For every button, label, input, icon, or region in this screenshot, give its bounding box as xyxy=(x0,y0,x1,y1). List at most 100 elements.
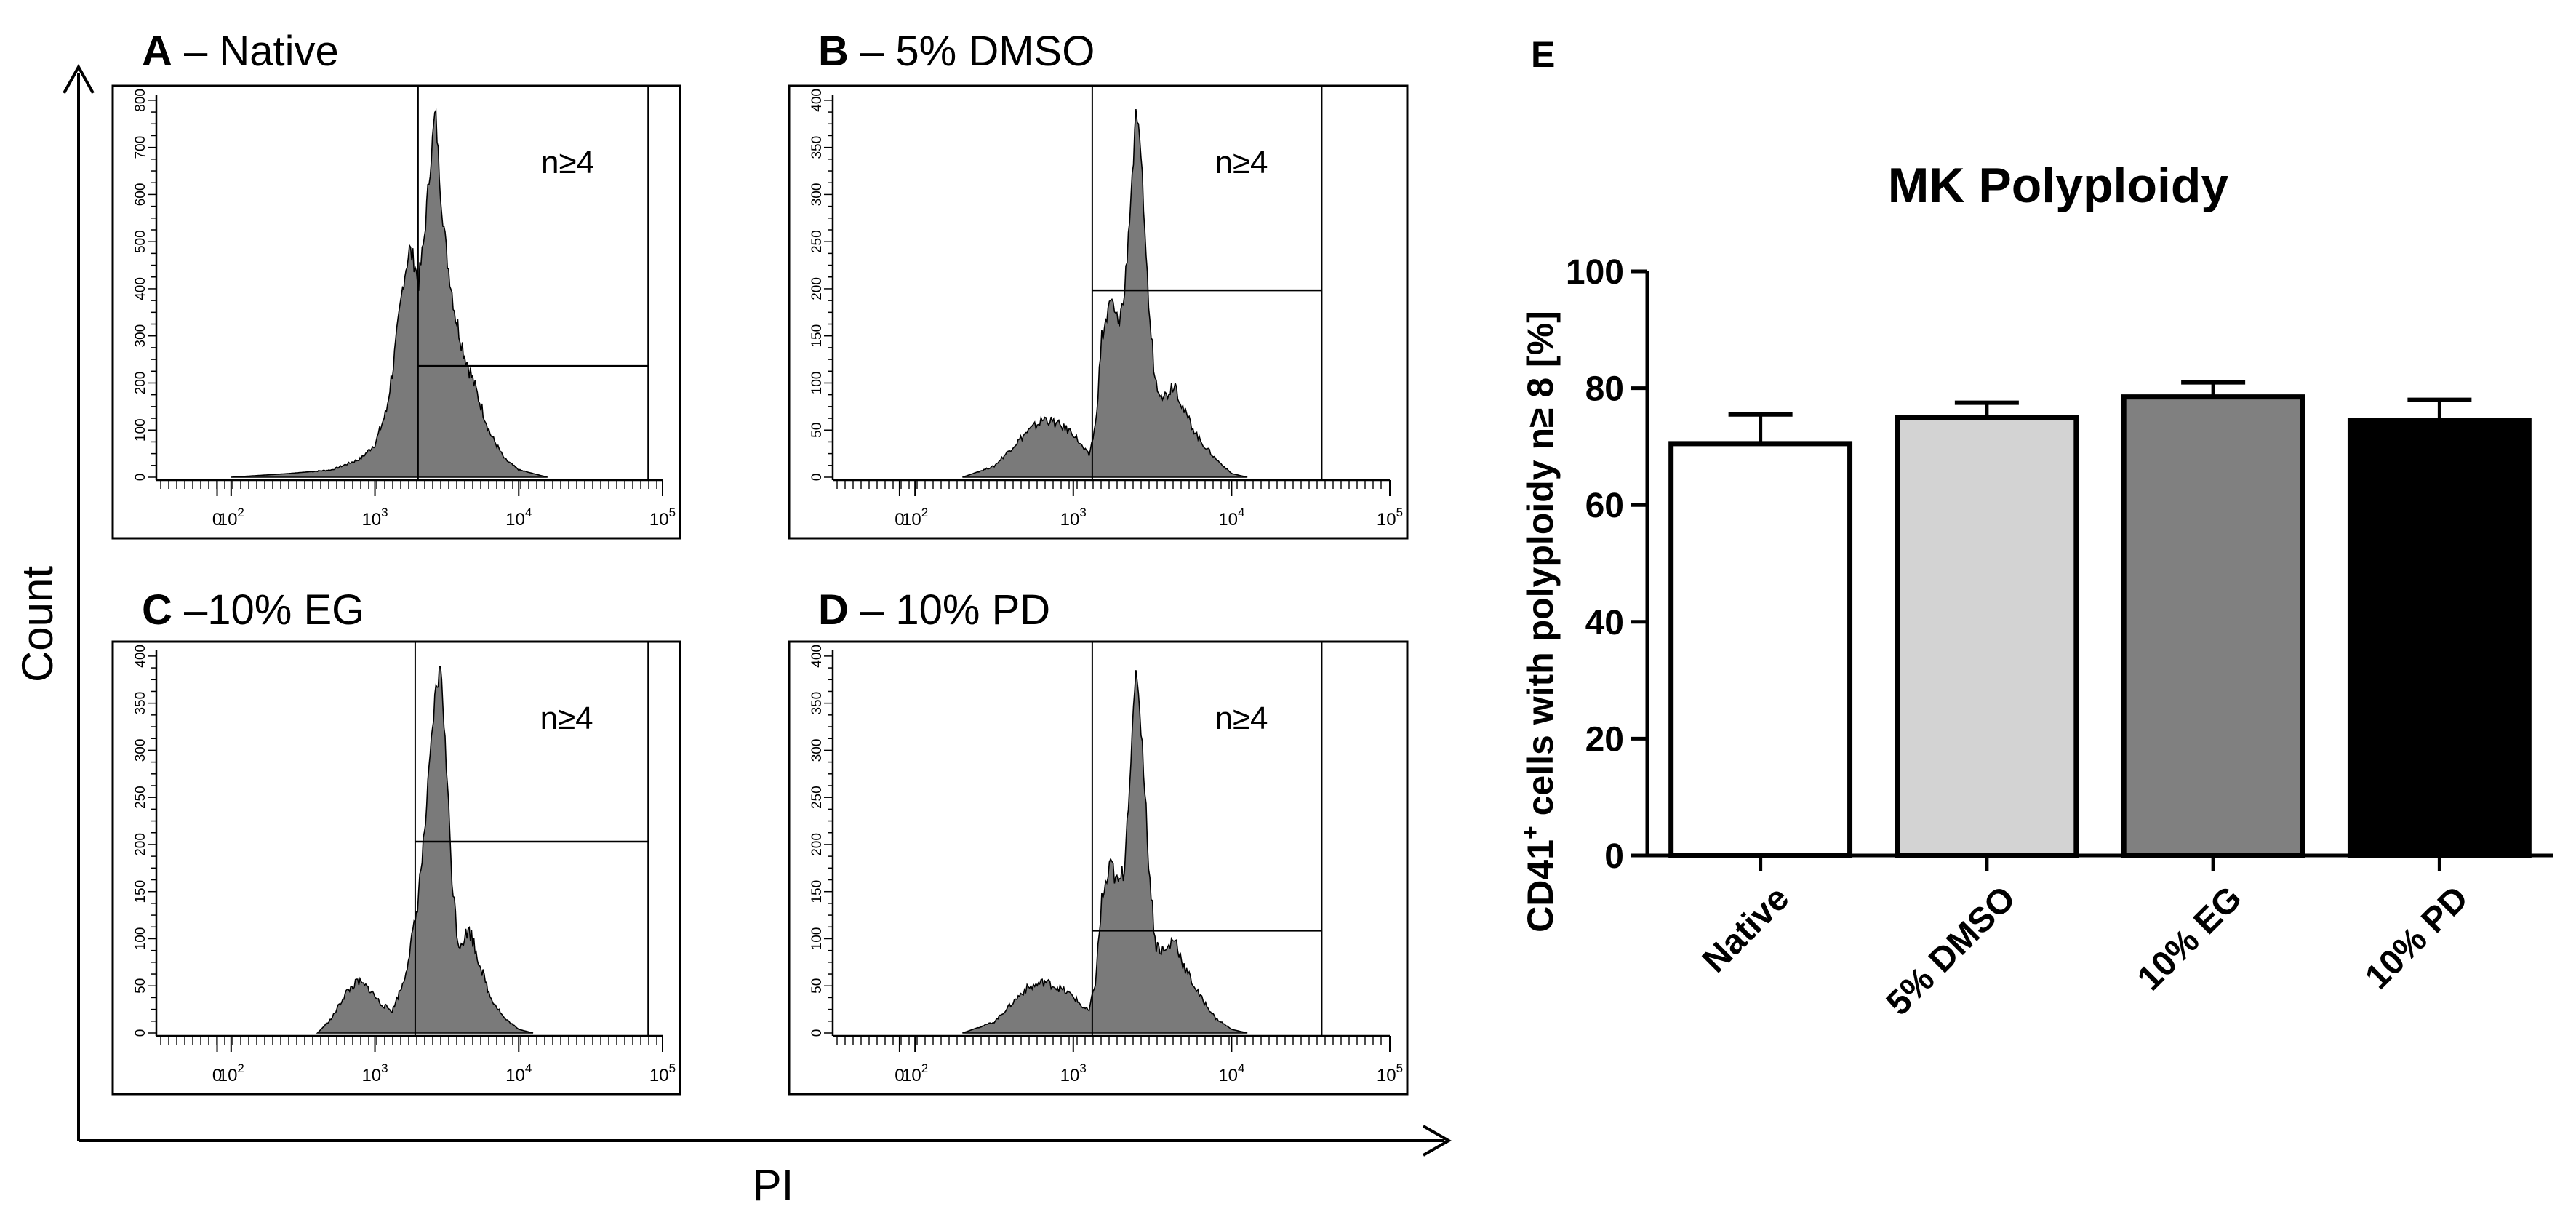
panel-title-separator: – xyxy=(849,28,896,75)
hist-x-tick-label: 102 xyxy=(218,1061,244,1085)
panel-title: A – Native xyxy=(142,28,339,75)
bar-chart-panel-e: E MK Polyploidy CD41+ cells with polyploid… xyxy=(1517,34,2553,1023)
hist-x-tick-label: 104 xyxy=(505,506,532,530)
panel-letter: B xyxy=(818,28,849,75)
hist-x-tick-label: 104 xyxy=(1218,506,1244,530)
hist-y-tick-label: 600 xyxy=(133,183,148,207)
hist-x-tick-base: 10 xyxy=(505,510,525,530)
hist-x-tick-base: 10 xyxy=(902,1066,921,1085)
hist-x-tick-base: 10 xyxy=(649,510,669,530)
hist-x-tick-base: 0 xyxy=(895,1066,904,1085)
hist-x-tick-label: 105 xyxy=(649,506,676,530)
plot-frame xyxy=(111,640,681,1096)
panel-letter: A xyxy=(142,28,172,75)
hist-x-tick-label: 103 xyxy=(1060,1061,1087,1085)
chart-category-label: 10% PD xyxy=(2358,879,2476,997)
chart-y-tick-label: 40 xyxy=(1585,604,1624,642)
bar-10-eg xyxy=(2121,394,2305,858)
plot-frame xyxy=(788,84,1409,540)
panel-title-separator: – xyxy=(172,28,220,75)
bar-5-dmso xyxy=(1895,415,2079,858)
hist-y-tick-label: 300 xyxy=(809,183,825,207)
hist-x-tick-exponent: 4 xyxy=(1238,506,1244,519)
hist-y-tick-label: 0 xyxy=(133,474,148,482)
hist-y-tick-label: 500 xyxy=(133,230,148,253)
hist-x-tick-label: 0 xyxy=(212,1066,222,1085)
hist-x-tick-label: 104 xyxy=(505,1061,532,1085)
hist-y-tick-label: 400 xyxy=(809,89,825,112)
hist-y-tick-label: 400 xyxy=(809,645,825,668)
hist-x-tick-base: 10 xyxy=(218,1066,238,1085)
hist-y-tick-label: 50 xyxy=(809,978,825,994)
hist-x-tick-exponent: 5 xyxy=(669,506,676,519)
hist-y-tick-label: 100 xyxy=(809,927,825,951)
hist-x-tick-base: 10 xyxy=(361,510,381,530)
hist-x-tick-base: 10 xyxy=(218,510,238,530)
hist-x-tick-exponent: 4 xyxy=(525,1061,532,1075)
hist-y-tick-label: 200 xyxy=(133,372,148,395)
hist-x-tick-base: 10 xyxy=(1377,1066,1396,1085)
chart-title: MK Polyploidy xyxy=(1888,158,2229,213)
hist-y-tick-label: 100 xyxy=(133,927,148,951)
hist-x-tick-exponent: 3 xyxy=(1079,506,1086,519)
panel-title: D – 10% PD xyxy=(818,586,1050,634)
hist-x-tick-exponent: 4 xyxy=(525,506,532,519)
hist-y-tick-label: 100 xyxy=(133,418,148,442)
hist-y-tick-label: 150 xyxy=(809,324,825,348)
plot-frame xyxy=(111,84,681,540)
hist-x-tick-label: 0 xyxy=(212,510,222,530)
chart-category-label: 5% DMSO xyxy=(1879,879,2023,1023)
panel-title: C –10% EG xyxy=(142,586,364,634)
chart-y-tick-label: 60 xyxy=(1585,487,1624,525)
hist-y-tick-label: 400 xyxy=(133,277,148,300)
hist-y-tick-label: 250 xyxy=(809,230,825,253)
hist-x-tick-base: 10 xyxy=(361,1066,381,1085)
hist-x-tick-exponent: 5 xyxy=(669,1061,676,1075)
hist-x-tick-label: 102 xyxy=(218,506,244,530)
hist-y-tick-label: 150 xyxy=(133,880,148,903)
chart-y-tick-label: 100 xyxy=(1566,253,1624,292)
overall-y-label: Count xyxy=(13,566,62,682)
hist-x-tick-label: 103 xyxy=(361,506,388,530)
histogram-area xyxy=(316,666,534,1034)
hist-x-tick-exponent: 2 xyxy=(921,506,928,519)
hist-y-tick-label: 300 xyxy=(133,324,148,348)
histogram-area xyxy=(962,109,1248,478)
hist-y-tick-label: 250 xyxy=(809,786,825,809)
gate-label: n≥4 xyxy=(541,145,594,180)
hist-x-tick-base: 10 xyxy=(902,510,921,530)
chart-category-label: 10% EG xyxy=(2130,879,2249,998)
hist-x-tick-base: 10 xyxy=(505,1066,525,1085)
hist-x-tick-label: 104 xyxy=(1218,1061,1244,1085)
y-label-superscript: + xyxy=(1517,826,1543,839)
hist-x-tick-base: 10 xyxy=(1060,510,1080,530)
hist-x-tick-label: 105 xyxy=(1377,506,1403,530)
chart-y-label: CD41+ cells with polyploidy n≥ 8 [%] xyxy=(1517,311,1561,933)
overall-x-arrowhead xyxy=(1423,1125,1452,1157)
hist-x-tick-exponent: 3 xyxy=(1079,1061,1086,1075)
hist-y-tick-label: 200 xyxy=(133,833,148,856)
hist-y-tick-label: 350 xyxy=(133,692,148,715)
hist-y-tick-label: 700 xyxy=(133,136,148,159)
hist-y-tick-label: 0 xyxy=(133,1029,148,1037)
hist-y-tick-label: 0 xyxy=(809,474,825,482)
histogram-area xyxy=(231,108,548,478)
hist-y-tick-label: 400 xyxy=(133,645,148,668)
hist-x-tick-label: 102 xyxy=(902,1061,928,1085)
hist-x-tick-label: 0 xyxy=(895,1066,904,1085)
hist-y-tick-label: 200 xyxy=(809,833,825,856)
plot-frame xyxy=(788,640,1409,1096)
hist-x-tick-exponent: 4 xyxy=(1238,1061,1244,1075)
gate-label: n≥4 xyxy=(1215,145,1268,180)
hist-x-tick-label: 103 xyxy=(1060,506,1087,530)
y-label-main: CD41 xyxy=(1520,839,1561,933)
hist-y-tick-label: 300 xyxy=(133,739,148,762)
hist-y-tick-label: 200 xyxy=(809,277,825,300)
overall-axes xyxy=(63,63,1452,1157)
chart-y-tick-label: 0 xyxy=(1604,837,1624,876)
hist-x-tick-label: 105 xyxy=(649,1061,676,1085)
hist-x-tick-base: 0 xyxy=(895,510,904,530)
